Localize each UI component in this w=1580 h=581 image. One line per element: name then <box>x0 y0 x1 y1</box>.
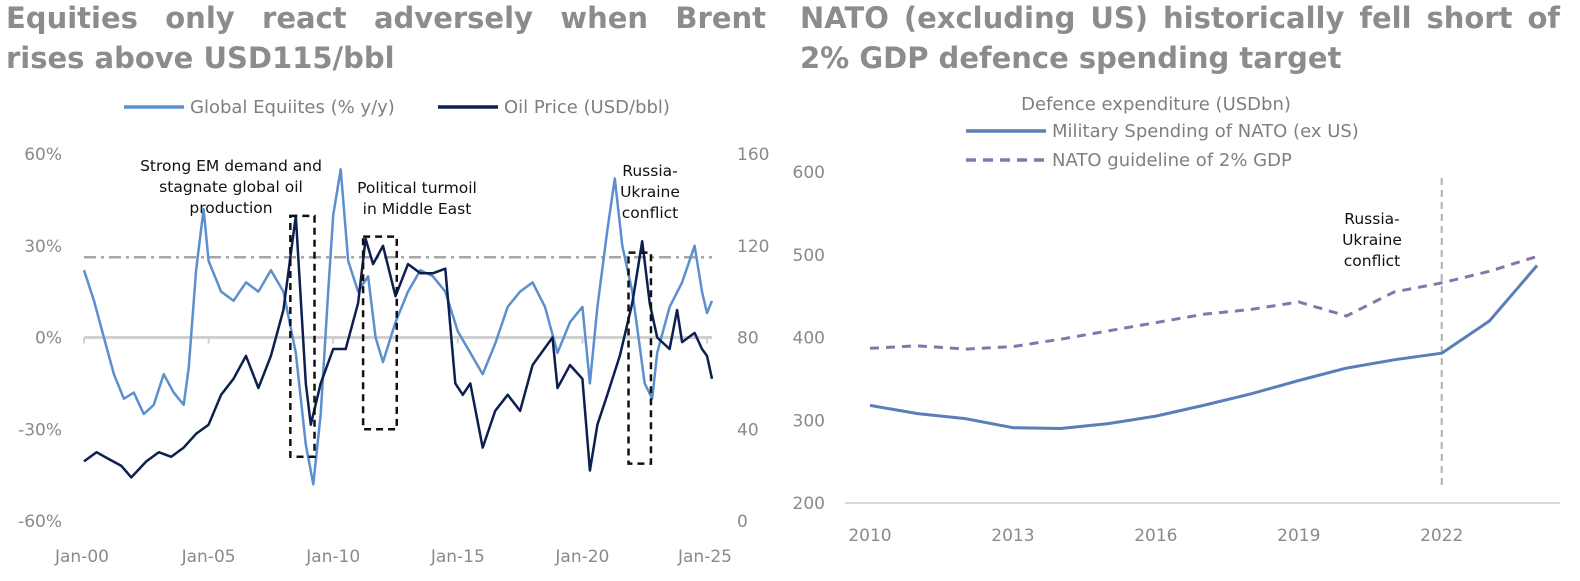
y-right-tick-label: 120 <box>737 237 769 257</box>
y-tick-label: 400 <box>793 329 825 349</box>
annotation-text: conflict <box>1344 252 1401 270</box>
legend-label-guideline: NATO guideline of 2% GDP <box>1052 150 1292 171</box>
defence-spending-chart: 600 500 400 300 200 2010 2013 2016 2019 2022 Russi… <box>793 94 1560 546</box>
high-oil-period-box <box>289 214 316 459</box>
x-tick-label: 2016 <box>1134 526 1177 546</box>
annotation-text: Ukraine <box>620 183 680 201</box>
legend-label-equities: Global Equiites (% y/y) <box>190 97 395 118</box>
equities-oil-chart: 60% 30% 0% -30% -60% 160 120 80 40 0 Jan-00 Jan-05 J… <box>18 97 769 567</box>
annotation-text: Russia- <box>1344 210 1399 228</box>
high-oil-period-box <box>361 235 399 431</box>
oil-price-series-line <box>83 214 714 479</box>
legend-label-military: Military Spending of NATO (ex US) <box>1052 121 1359 142</box>
x-tick-label: 2010 <box>848 526 891 546</box>
annotation-text: Strong EM demand and <box>140 157 322 175</box>
military-spending-series-line <box>869 264 1539 430</box>
y-left-tick-label: 0% <box>35 329 62 349</box>
annotation-text: conflict <box>622 204 679 222</box>
x-tick-label: Jan-10 <box>305 547 360 567</box>
legend-label-oil: Oil Price (USD/bbl) <box>504 97 670 118</box>
x-tick-label: Jan-00 <box>54 547 109 567</box>
x-tick-label: 2019 <box>1277 526 1320 546</box>
y-left-tick-label: -30% <box>18 420 62 440</box>
left-chart-title: Equities only react adversely when Brent… <box>6 1 766 75</box>
x-tick-label: 2013 <box>991 526 1034 546</box>
x-tick-label: Jan-05 <box>181 547 236 567</box>
y-tick-label: 200 <box>793 494 825 514</box>
y-tick-label: 300 <box>793 411 825 431</box>
y-right-tick-label: 80 <box>737 329 759 349</box>
annotation-text: Russia- <box>622 162 677 180</box>
annotation-text: Political turmoil <box>357 179 477 197</box>
right-chart-title: NATO (excluding US) historically fell sh… <box>800 1 1560 75</box>
annotation-text: in Middle East <box>363 200 472 218</box>
equities-series-line <box>82 168 714 486</box>
y-left-tick-label: 30% <box>24 237 62 257</box>
annotation-text: Ukraine <box>1342 231 1402 249</box>
chart-subtitle: Defence expenditure (USDbn) <box>1021 94 1291 115</box>
y-left-tick-label: -60% <box>18 512 62 532</box>
y-tick-label: 600 <box>793 163 825 183</box>
nato-guideline-series-line <box>869 254 1538 351</box>
y-left-tick-label: 60% <box>24 145 62 165</box>
y-right-tick-label: 40 <box>737 420 759 440</box>
x-tick-label: Jan-15 <box>430 547 485 567</box>
y-right-tick-label: 160 <box>737 145 769 165</box>
y-right-tick-label: 0 <box>737 512 748 532</box>
high-oil-period-box <box>627 251 653 465</box>
annotation-text: production <box>189 199 272 217</box>
annotation-text: stagnate global oil <box>159 178 303 196</box>
y-tick-label: 500 <box>793 246 825 266</box>
x-tick-label: Jan-20 <box>554 547 609 567</box>
x-tick-label: Jan-25 <box>677 547 732 567</box>
x-tick-label: 2022 <box>1420 526 1463 546</box>
